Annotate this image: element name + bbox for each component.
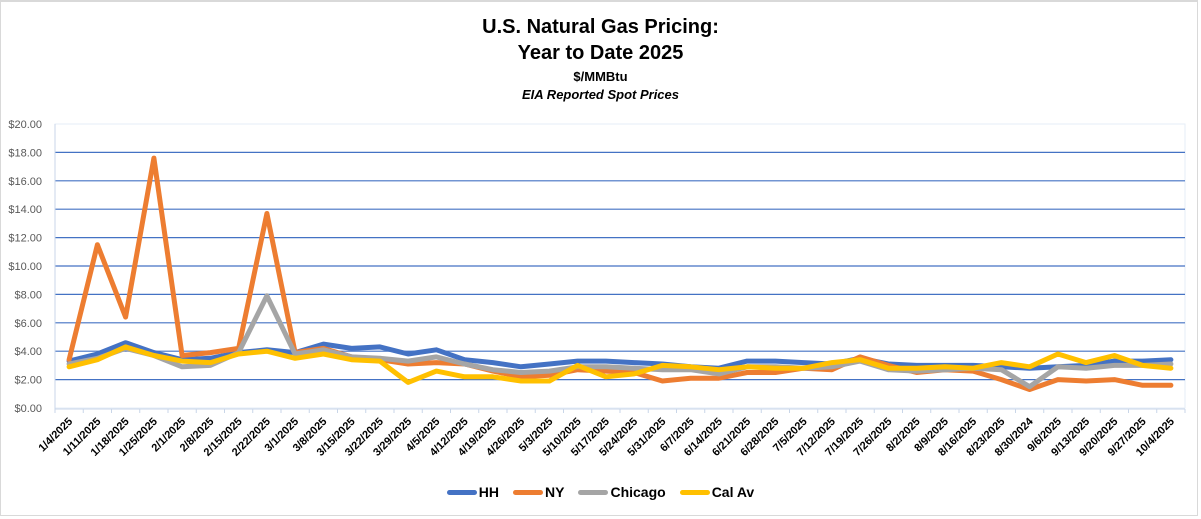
- y-tick-label: $2.00: [14, 375, 42, 387]
- chart-titles: U.S. Natural Gas Pricing: Year to Date 2…: [0, 14, 1201, 104]
- series-line-cal-av: [66, 344, 1174, 385]
- legend-label: HH: [478, 484, 499, 500]
- chart-title-line2: Year to Date 2025: [517, 42, 684, 64]
- y-tick-label: $16.00: [8, 176, 42, 188]
- legend-item: HH: [446, 484, 499, 500]
- y-tick-label: $8.00: [14, 289, 42, 301]
- y-tick-label: $10.00: [8, 261, 42, 273]
- series-lines: [66, 155, 1174, 392]
- legend: HH NY Chicago Cal Av: [0, 484, 1201, 500]
- legend-item: Chicago: [578, 484, 666, 500]
- legend-swatch: [679, 489, 710, 495]
- chart-subtitle: $/MMBtu: [573, 69, 628, 84]
- y-tick-label: $6.00: [14, 318, 42, 330]
- series-line-chicago: [66, 293, 1174, 390]
- legend-swatch: [513, 489, 543, 495]
- legend-item: Cal Av: [679, 484, 755, 500]
- x-axis: 1/4/20251/11/20251/18/20251/25/20252/1/2…: [36, 408, 1186, 459]
- y-axis: $0.00 $2.00 $4.00 $6.00 $8.00 $10.00 $12.00 $14…: [8, 119, 56, 415]
- legend-swatch: [578, 489, 609, 495]
- chart-subtitle2: EIA Reported Spot Prices: [522, 87, 679, 102]
- series-line-ny: [66, 155, 1174, 392]
- y-tick-label: $20.00: [8, 119, 42, 131]
- legend-label: Chicago: [610, 484, 666, 500]
- y-tick-label: $0.00: [14, 403, 42, 415]
- y-tick-label: $18.00: [8, 147, 42, 159]
- legend-label: NY: [545, 484, 565, 500]
- legend-label: Cal Av: [711, 484, 755, 500]
- y-tick-label: $12.00: [8, 233, 42, 245]
- y-tick-label: $14.00: [8, 204, 42, 216]
- chart-title: U.S. Natural Gas Pricing:: [482, 16, 719, 38]
- y-tick-label: $4.00: [14, 346, 42, 358]
- legend-swatch: [446, 489, 477, 495]
- legend-item: NY: [513, 484, 564, 500]
